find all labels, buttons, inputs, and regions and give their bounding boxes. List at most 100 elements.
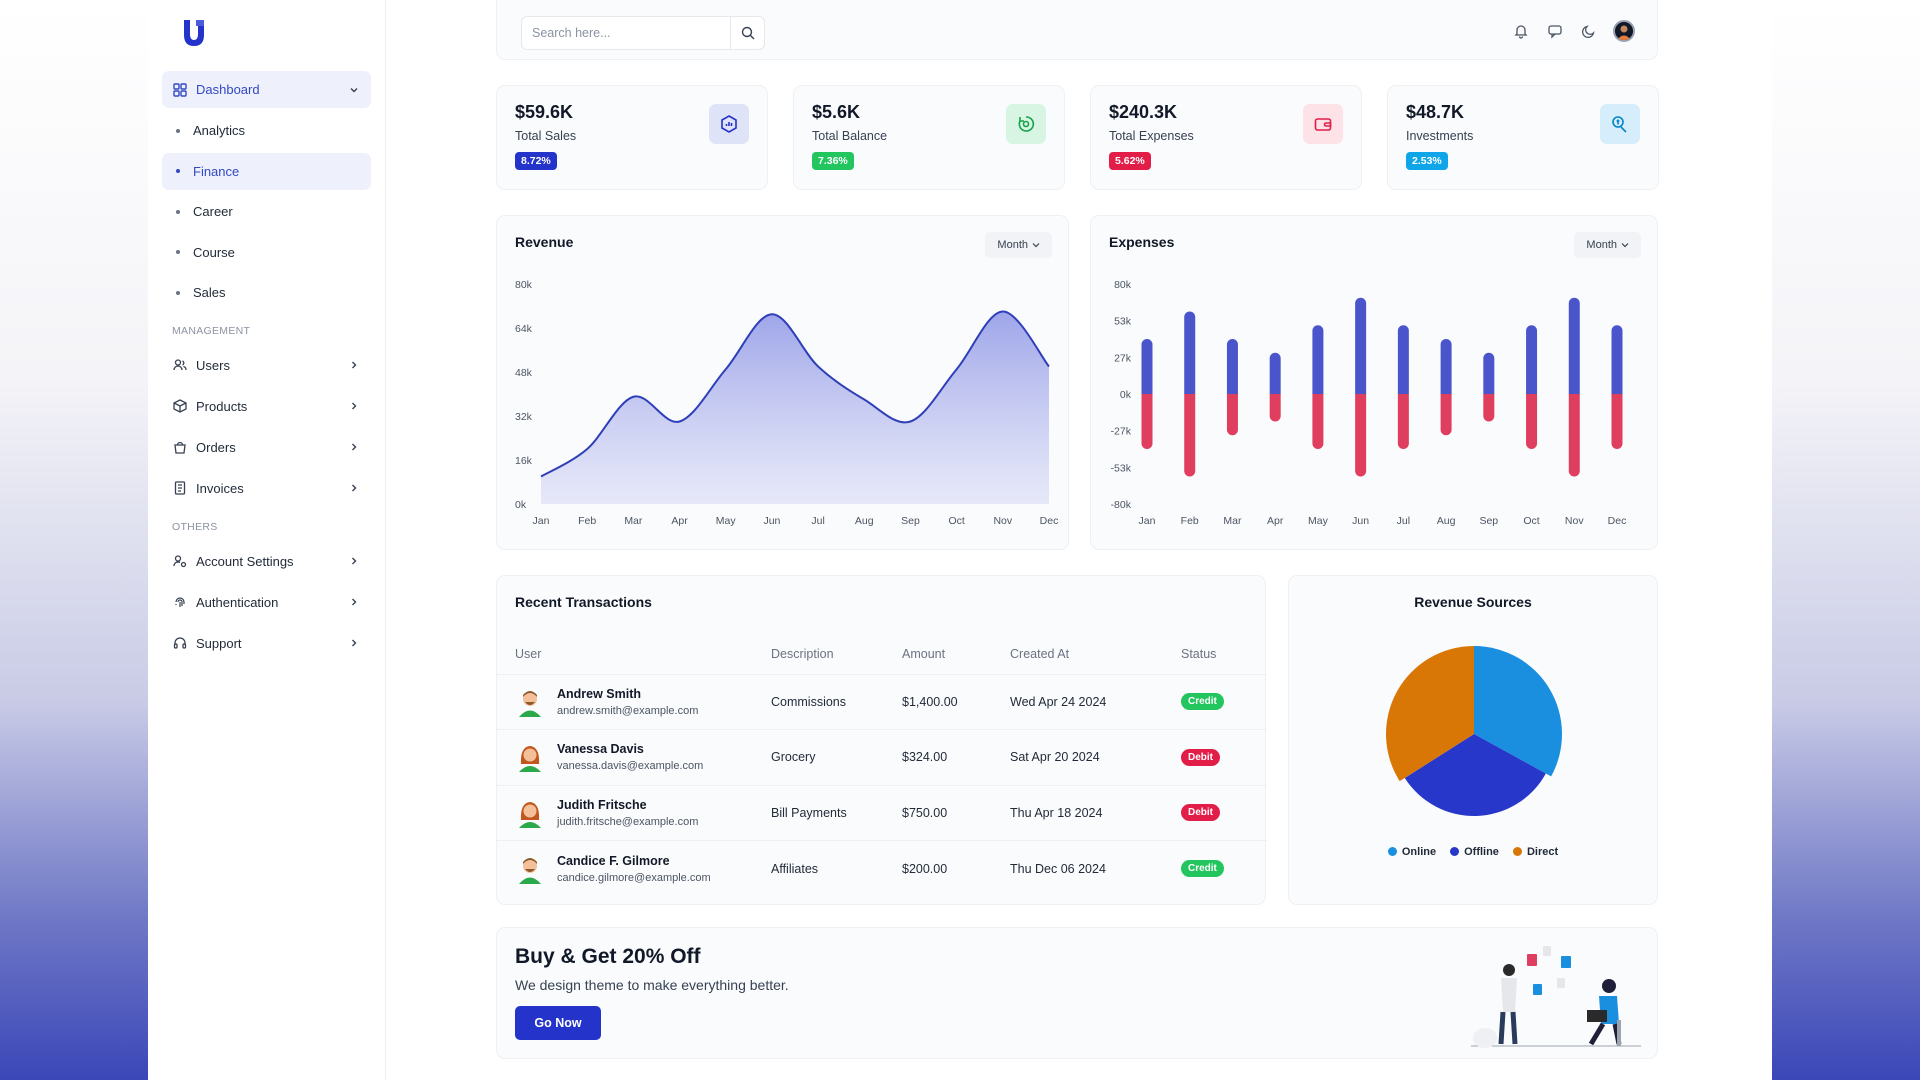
- stat-label: Total Expenses: [1109, 129, 1194, 143]
- sidebar-subitem-analytics[interactable]: Analytics: [162, 112, 371, 149]
- expenses-chart: 80k 53k 27k 0k -27k -53k -80k Jan Feb Mar Apr May Ju…: [1111, 279, 1627, 527]
- column-header: Description: [771, 634, 902, 675]
- chevron-down-icon: [1621, 243, 1629, 248]
- user-settings-icon: [172, 553, 188, 569]
- chevron-right-icon: [347, 554, 361, 568]
- stat-card-investments: $48.7K Investments 2.53%: [1387, 85, 1659, 190]
- stat-card-total-balance: $5.6K Total Balance 7.36%: [793, 85, 1065, 190]
- brand-logo[interactable]: [181, 18, 371, 53]
- expense-bar-negative: [1312, 394, 1324, 449]
- table-row[interactable]: Vanessa Davis vanessa.davis@example.com Gr…: [497, 729, 1267, 786]
- sidebar-item-account-settings[interactable]: Account Settings: [162, 543, 371, 580]
- revenue-sources-title: Revenue Sources: [1414, 594, 1532, 610]
- sidebar-item-label: Orders: [196, 439, 236, 455]
- stat-label: Total Sales: [515, 129, 577, 143]
- amount-cell: $750.00: [902, 785, 1010, 841]
- user-avatar[interactable]: [1613, 20, 1635, 42]
- stat-value: $240.3K: [1109, 102, 1178, 122]
- table-row[interactable]: Judith Fritsche judith.fritsche@example.c…: [497, 785, 1267, 841]
- expense-bar-negative: [1611, 394, 1623, 449]
- go-now-button[interactable]: Go Now: [515, 1006, 601, 1040]
- sidebar-item-support[interactable]: Support: [162, 625, 371, 662]
- sidebar-item-label: Account Settings: [196, 553, 294, 569]
- table-row[interactable]: Andrew Smith andrew.smith@example.com Comm…: [497, 674, 1267, 730]
- moon-icon[interactable]: [1579, 21, 1599, 41]
- expense-bar-positive: [1526, 325, 1538, 394]
- sidebar-item-label: Course: [193, 244, 235, 260]
- sidebar-item-users[interactable]: Users: [162, 347, 371, 384]
- expenses-period-select[interactable]: Month: [1574, 232, 1641, 258]
- period-label: Month: [1586, 239, 1617, 251]
- bullet-icon: [176, 209, 180, 214]
- sidebar-item-label: Analytics: [193, 123, 246, 138]
- sidebar-item-authentication[interactable]: Authentication: [162, 584, 371, 621]
- x-tick-label: Aug: [855, 515, 874, 527]
- chat-icon[interactable]: [1545, 21, 1565, 41]
- sidebar-subitem-course[interactable]: Course: [162, 234, 371, 271]
- x-tick-label: Apr: [671, 515, 688, 527]
- user-name: Vanessa Davis: [557, 742, 644, 757]
- sidebar-subitem-sales[interactable]: Sales: [162, 274, 371, 311]
- expense-bar-positive: [1483, 352, 1495, 394]
- y-tick-label: 80k: [515, 279, 533, 291]
- bell-icon[interactable]: [1511, 21, 1531, 41]
- description-cell: Bill Payments: [771, 785, 902, 841]
- x-tick-label: Apr: [1267, 515, 1284, 527]
- users-icon: [172, 357, 188, 373]
- x-tick-label: Nov: [993, 515, 1012, 527]
- sidebar-subitem-finance[interactable]: Finance: [162, 152, 371, 190]
- revenue-area: [541, 311, 1049, 504]
- app-window: Dashboard Analytics Finance Career Course Sa…: [148, 0, 1772, 1080]
- sidebar-item-label: Users: [196, 357, 230, 373]
- sidebar-item-orders[interactable]: Orders: [162, 429, 371, 466]
- chevron-right-icon: [347, 358, 361, 372]
- box-icon: [172, 398, 188, 414]
- legend-label: Online: [1401, 846, 1437, 858]
- expense-bar-negative: [1226, 394, 1238, 436]
- description-cell: Grocery: [771, 729, 902, 786]
- stat-value: $48.7K: [1406, 102, 1465, 122]
- amount-cell: $1,400.00: [902, 674, 1010, 730]
- x-tick-label: May: [1308, 515, 1329, 527]
- status-cell: Debit: [1181, 785, 1267, 841]
- user-email: candice.gilmore@example.com: [557, 871, 711, 884]
- table-header-row: User Description Amount Created At Statu…: [497, 634, 1267, 675]
- user-info: Judith Fritsche judith.fritsche@example.c…: [497, 798, 771, 828]
- pie-slice-online: [1474, 646, 1562, 777]
- y-tick-label: 48k: [515, 367, 533, 379]
- stat-card-total-expenses: $240.3K Total Expenses 5.62%: [1090, 85, 1362, 190]
- expense-bar-negative: [1440, 394, 1452, 436]
- legend-swatch: [1512, 847, 1522, 856]
- sidebar-item-label: Products: [196, 398, 248, 414]
- search-input[interactable]: [532, 26, 730, 40]
- expense-bar-positive: [1355, 297, 1367, 394]
- revenue-period-select[interactable]: Month: [985, 232, 1052, 258]
- sidebar-item-invoices[interactable]: Invoices: [162, 470, 371, 507]
- y-tick-label: 64k: [515, 323, 533, 335]
- table-row[interactable]: Candice F. Gilmore candice.gilmore@exampl…: [497, 841, 1267, 897]
- expense-bar-negative: [1355, 394, 1367, 477]
- sidebar-subitem-career[interactable]: Career: [162, 193, 371, 230]
- expense-bar-positive: [1269, 352, 1281, 394]
- chevron-right-icon: [347, 636, 361, 650]
- sidebar-item-dashboard[interactable]: Dashboard: [162, 71, 371, 108]
- stat-badge: 5.62%: [1109, 152, 1151, 170]
- promo-banner: Buy & Get 20% Off We design theme to mak…: [496, 927, 1658, 1059]
- x-tick-label: Jan: [1139, 515, 1156, 527]
- chevron-right-icon: [347, 481, 361, 495]
- sidebar-item-label: Invoices: [196, 480, 244, 496]
- expense-bar-positive: [1226, 339, 1238, 394]
- user-email: judith.fritsche@example.com: [557, 815, 699, 828]
- hand-coin-icon: [1600, 104, 1640, 144]
- chevron-right-icon: [347, 440, 361, 454]
- basket-icon: [172, 439, 188, 455]
- sidebar-item-products[interactable]: Products: [162, 388, 371, 425]
- chart-hexagon-icon: [709, 104, 749, 144]
- x-tick-label: Jan: [533, 515, 550, 527]
- legend-swatch: [1450, 847, 1460, 856]
- search-button[interactable]: [730, 17, 764, 49]
- sidebar-item-label: Support: [196, 635, 242, 651]
- x-tick-label: Oct: [948, 515, 964, 527]
- user-info: Andrew Smith andrew.smith@example.com: [497, 687, 771, 717]
- promo-illustration: [1471, 946, 1641, 1048]
